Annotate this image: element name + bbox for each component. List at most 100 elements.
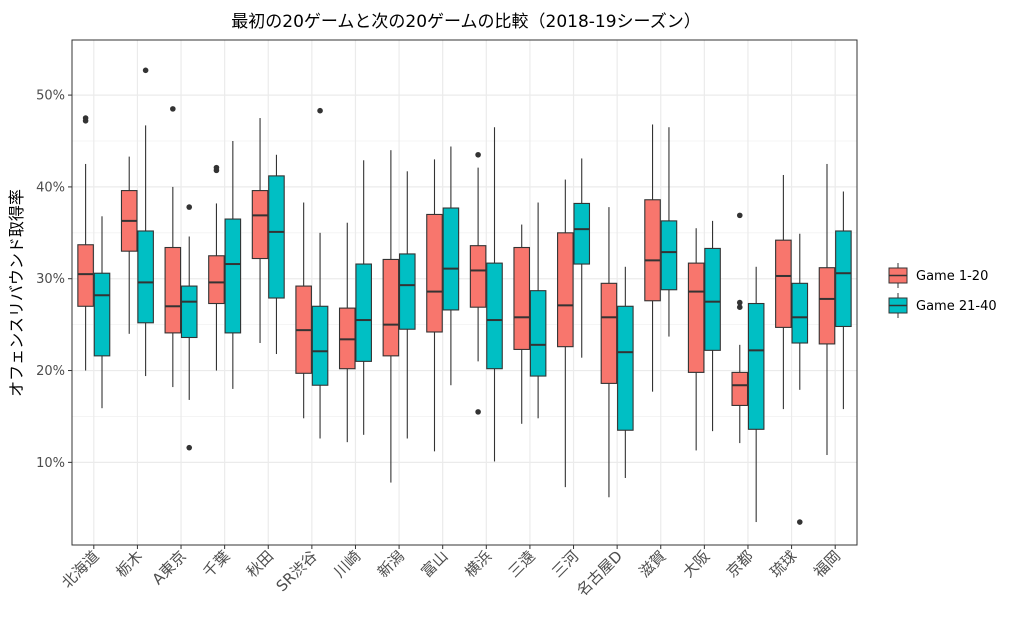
box-body <box>818 267 836 345</box>
box-body <box>660 220 678 291</box>
y-tick-label: 40% <box>36 180 65 195</box>
box-1-5 <box>311 107 329 439</box>
box-1-11 <box>573 158 591 358</box>
box-1-0 <box>93 216 111 409</box>
y-axis-ticks: 10% 20% 30% 40% 50% <box>36 89 72 471</box>
x-tick-label: 秋田 <box>243 547 277 581</box>
box-body <box>77 244 94 307</box>
x-tick-label: 千葉 <box>200 547 234 581</box>
box-body <box>704 247 721 351</box>
x-tick-label: A東京 <box>149 547 190 588</box>
box-body <box>426 213 443 333</box>
box-body <box>268 175 285 299</box>
box-1-10 <box>529 202 547 419</box>
outlier-point <box>186 444 193 451</box>
box-1-7 <box>398 171 416 439</box>
box-body <box>617 305 634 431</box>
box-0-15 <box>731 212 749 444</box>
outlier-point <box>475 409 481 415</box>
box-1-14 <box>704 220 721 432</box>
legend-label: Game 21-40 <box>916 299 997 314</box>
outlier-point <box>142 67 149 74</box>
x-tick-label: 富山 <box>418 547 452 581</box>
outlier-point <box>170 106 176 112</box>
x-tick-label: 大阪 <box>679 547 713 581</box>
box-0-2 <box>164 106 182 388</box>
box-body <box>513 246 531 350</box>
box-body <box>180 285 198 339</box>
y-tick-label: 30% <box>36 272 65 287</box>
box-body <box>382 258 400 357</box>
box-1-16 <box>791 233 809 525</box>
box-0-0 <box>77 115 94 371</box>
y-axis-label: オフェンスリバウンド取得率 <box>7 189 26 397</box>
box-1-8 <box>442 146 460 386</box>
boxes <box>77 67 852 525</box>
outlier-point <box>317 107 323 114</box>
x-tick-label: 三河 <box>548 547 582 581</box>
box-body <box>311 305 329 386</box>
box-0-9 <box>469 151 487 415</box>
box-0-14 <box>687 228 705 451</box>
box-1-1 <box>137 67 154 377</box>
box-1-6 <box>355 160 372 435</box>
legend-key <box>888 293 908 318</box>
box-0-1 <box>120 156 138 334</box>
box-0-17 <box>818 163 836 456</box>
x-tick-label: 京都 <box>723 547 757 581</box>
x-tick-label: 横浜 <box>461 547 495 581</box>
y-tick-label: 20% <box>36 364 65 379</box>
box-body <box>687 262 705 373</box>
box-body <box>747 302 765 430</box>
box-body <box>529 290 547 377</box>
legend-label: Game 1-20 <box>916 269 988 284</box>
outlier-point <box>82 115 89 121</box>
y-tick-label: 10% <box>36 456 65 471</box>
box-body <box>835 230 852 328</box>
box-0-6 <box>338 222 356 443</box>
box-0-13 <box>644 124 661 392</box>
outlier-point <box>736 299 743 306</box>
box-body <box>469 245 487 308</box>
x-tick-label: 栃木 <box>112 547 146 581</box>
box-1-13 <box>660 127 678 337</box>
box-0-7 <box>382 150 400 483</box>
box-body <box>644 199 661 302</box>
outlier-point <box>475 151 481 158</box>
box-body <box>355 263 372 362</box>
box-body <box>791 282 809 344</box>
box-body <box>93 272 111 357</box>
box-body <box>775 239 792 328</box>
y-tick-label: 50% <box>36 89 65 104</box>
box-0-4 <box>251 118 269 343</box>
box-body <box>442 207 460 311</box>
x-tick-label: 北海道 <box>58 547 103 592</box>
plot-panel <box>72 40 857 545</box>
box-body <box>486 262 503 370</box>
box-0-5 <box>295 202 312 419</box>
legend: Game 1-20 Game 21-40 <box>888 263 997 318</box>
box-0-8 <box>426 159 443 452</box>
x-tick-label: 川崎 <box>330 547 364 581</box>
x-tick-label: 新潟 <box>374 547 408 581</box>
box-body <box>731 371 749 406</box>
x-tick-label: 名古屋D <box>573 547 626 600</box>
box-1-2 <box>180 204 198 451</box>
outlier-point <box>736 212 743 219</box>
box-body <box>398 253 416 330</box>
box-body <box>224 218 242 334</box>
box-1-3 <box>224 141 242 389</box>
box-1-12 <box>617 266 634 478</box>
chart-title: 最初の20ゲームと次の20ゲームの比較（2018-19シーズン） <box>231 12 700 32</box>
outlier-point <box>736 304 743 310</box>
x-tick-label: SR渋谷 <box>273 547 321 595</box>
legend-key <box>888 263 908 288</box>
box-body <box>208 255 225 305</box>
box-body <box>251 190 269 260</box>
box-body <box>573 202 591 265</box>
box-0-12 <box>600 207 618 498</box>
box-1-17 <box>835 191 852 410</box>
x-tick-label: 福岡 <box>810 547 844 581</box>
